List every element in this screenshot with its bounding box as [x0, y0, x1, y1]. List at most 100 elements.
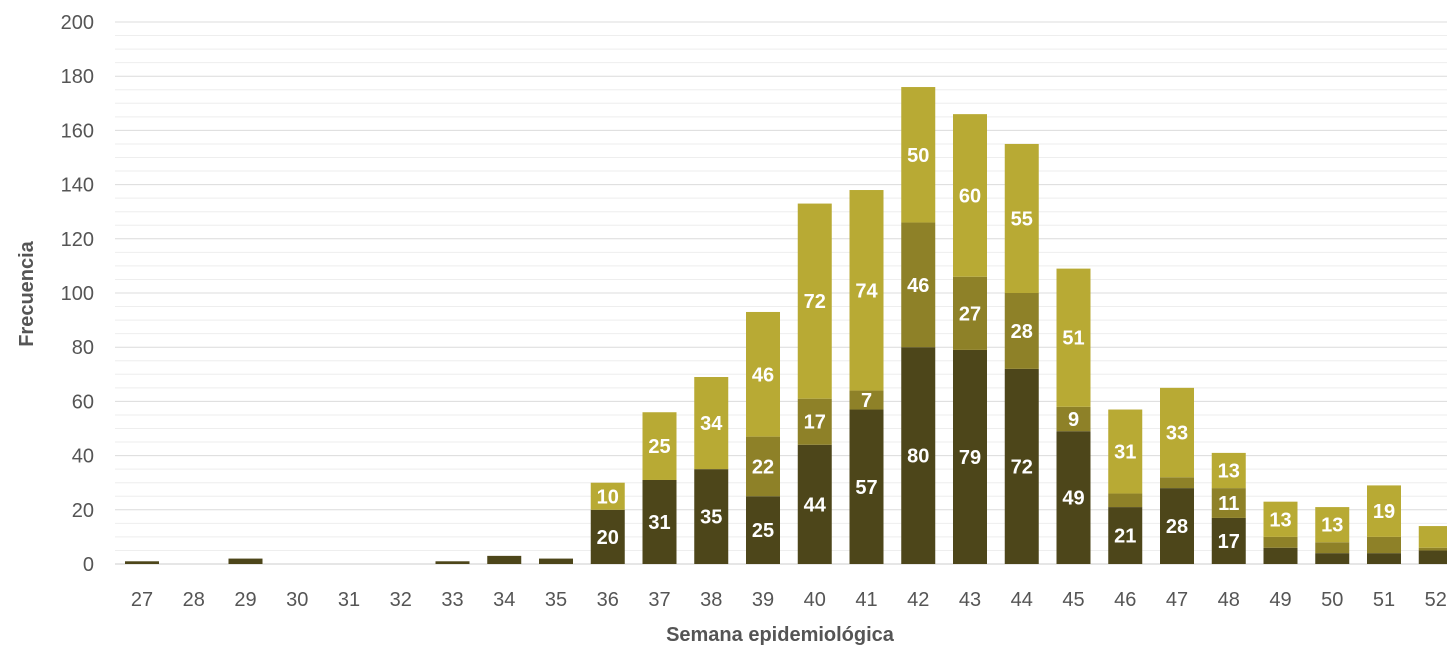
data-label: 51	[1062, 328, 1084, 350]
y-tick-label: 160	[61, 120, 94, 142]
x-tick-label: 33	[441, 589, 463, 611]
data-label: 28	[1166, 516, 1188, 538]
x-tick-label: 35	[545, 589, 567, 611]
data-label: 33	[1166, 423, 1188, 445]
data-label: 50	[907, 145, 929, 167]
bar-segment-series-1	[435, 561, 470, 564]
bar-segment-series-1	[1315, 553, 1350, 564]
bar-segment-series-3	[901, 87, 936, 223]
bar-segment-series-3	[694, 377, 729, 470]
x-tick-label: 38	[700, 589, 722, 611]
x-tick-label: 45	[1062, 589, 1084, 611]
bar-segment-series-2	[1315, 542, 1350, 554]
y-tick-label: 200	[61, 12, 94, 34]
bar-segment-series-1	[849, 409, 884, 564]
y-tick-label: 40	[72, 446, 94, 468]
y-axis-ticks: 0 20 40 60 80 100 120 140 160 180 200	[61, 12, 94, 576]
y-tick-label: 60	[72, 391, 94, 413]
bar-segment-series-2	[1367, 536, 1401, 554]
x-tick-label: 47	[1166, 589, 1188, 611]
bar-segment-series-3	[953, 114, 987, 277]
data-label: 34	[700, 413, 723, 435]
data-label: 72	[804, 291, 826, 313]
y-tick-label: 180	[61, 66, 94, 88]
data-label: 13	[1218, 461, 1240, 483]
data-label: 22	[752, 456, 774, 478]
x-tick-label: 36	[597, 589, 619, 611]
x-tick-label: 31	[338, 589, 360, 611]
data-label: 27	[959, 303, 981, 325]
x-tick-label: 28	[183, 589, 205, 611]
bar-segment-series-1	[228, 558, 263, 564]
bar-segment-series-2	[953, 276, 987, 350]
bar-segment-series-2	[1211, 488, 1246, 518]
bar-segment-series-1	[953, 349, 987, 564]
y-tick-label: 80	[72, 337, 94, 359]
data-label: 25	[752, 520, 774, 542]
major-gridlines	[115, 21, 1447, 565]
x-tick-label: 48	[1218, 589, 1240, 611]
x-tick-label: 49	[1269, 589, 1291, 611]
bar-segment-series-3	[1004, 143, 1039, 293]
bar-segment-series-2	[849, 390, 884, 410]
bar-segment-series-2	[901, 222, 936, 348]
x-axis-title: Semana epidemiológica	[666, 624, 895, 646]
bar-segment-series-1	[642, 479, 677, 564]
bar-segment-series-3	[1367, 485, 1401, 537]
x-tick-label: 50	[1321, 589, 1343, 611]
y-tick-label: 140	[61, 175, 94, 197]
data-label: 17	[804, 412, 826, 434]
data-label: 46	[752, 364, 774, 386]
bar-segment-series-2	[1263, 536, 1298, 548]
bar-segment-series-1	[694, 469, 729, 564]
bar-segment-series-3	[1108, 409, 1143, 494]
data-label: 20	[597, 527, 619, 549]
data-label: 11	[1218, 493, 1239, 515]
bar-segment-series-2	[1418, 547, 1447, 551]
bar-segment-series-1	[125, 561, 159, 564]
data-label: 13	[1269, 509, 1291, 531]
data-label: 79	[959, 447, 981, 469]
x-tick-label: 39	[752, 589, 774, 611]
bar-segment-series-3	[1418, 526, 1447, 548]
bar-segment-series-2	[1160, 477, 1194, 489]
bar-segment-series-1	[1211, 517, 1246, 564]
bar-segment-series-1	[901, 347, 936, 564]
x-tick-label: 32	[390, 589, 412, 611]
y-tick-label: 120	[61, 229, 94, 251]
bar-segment-series-1	[1004, 368, 1039, 564]
bar-segment-series-1	[797, 444, 832, 564]
data-label: 72	[1011, 456, 1033, 478]
bar-segment-series-3	[849, 190, 884, 391]
bar-segment-series-3	[642, 412, 677, 480]
x-tick-label: 41	[855, 589, 877, 611]
bar-segment-series-1	[1108, 507, 1143, 564]
data-label: 25	[648, 436, 670, 458]
y-tick-label: 20	[72, 500, 94, 522]
data-label: 46	[907, 275, 929, 297]
x-tick-label: 29	[234, 589, 256, 611]
data-labels: 20 10 31 25 35 34 25 22 46 44 17 72 57 7 74 80 46 50 79 27 6…	[597, 145, 1396, 553]
data-label: 7	[861, 390, 872, 412]
bar-segment-series-3	[797, 203, 832, 399]
y-tick-label: 100	[61, 283, 94, 305]
data-label: 19	[1373, 501, 1395, 523]
bar-segment-series-1	[487, 555, 522, 564]
x-axis-ticks: 27 28 29 30 31 32 33 34 35 36 37 38 39 40 41 42 43 44 45 46…	[131, 589, 1447, 611]
bar-segment-series-3	[1263, 501, 1298, 537]
bar-segment-series-1	[1418, 550, 1447, 564]
bar-segment-series-2	[1056, 406, 1091, 432]
data-label: 35	[700, 507, 722, 529]
x-tick-label: 30	[286, 589, 308, 611]
data-label: 49	[1062, 488, 1084, 510]
data-label: 31	[1114, 442, 1136, 464]
data-label: 21	[1114, 526, 1136, 548]
x-tick-label: 34	[493, 589, 515, 611]
data-label: 55	[1011, 208, 1033, 230]
x-tick-label: 51	[1373, 589, 1395, 611]
bar-segment-series-2	[746, 436, 780, 497]
bar-segment-series-1	[1367, 553, 1401, 564]
bar-segment-series-3	[1160, 387, 1194, 478]
bar-segment-series-2	[1108, 493, 1143, 508]
